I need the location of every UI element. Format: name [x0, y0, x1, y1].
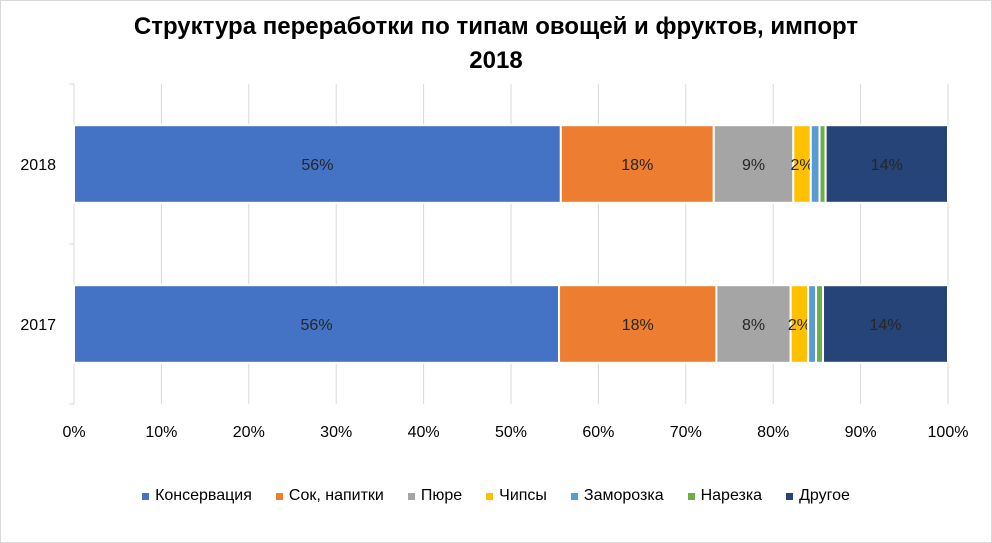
- bar-segment: [73, 284, 561, 364]
- data-label: 14%: [871, 157, 903, 174]
- data-label: 9%: [742, 157, 765, 174]
- data-label: 8%: [742, 317, 765, 334]
- chart-title-line-2: 2018: [469, 47, 523, 74]
- legend-label: Консервация: [155, 487, 252, 504]
- bar-segment: [824, 124, 950, 204]
- chart-title-line-1: Структура переработки по типам овощей и …: [133, 13, 859, 40]
- legend-label: Нарезка: [700, 487, 763, 504]
- data-label: 56%: [301, 157, 333, 174]
- bar-segment: [558, 284, 718, 364]
- data-label: 18%: [622, 317, 654, 334]
- legend-label: Сок, напитки: [288, 487, 384, 504]
- data-label: 56%: [301, 317, 333, 334]
- legend-label: Заморозка: [583, 487, 664, 504]
- bar-segment: [559, 124, 715, 204]
- bar-segment: [807, 284, 818, 364]
- legend-label: Пюре: [420, 487, 463, 504]
- legend: Консервация Сок, напитки Пюре Чипсы Заморозк…: [0, 486, 992, 506]
- x-tick-label: 0%: [62, 424, 85, 441]
- x-tick-label: 70%: [670, 424, 702, 441]
- data-label: 18%: [621, 157, 653, 174]
- x-tick-label: 50%: [495, 424, 527, 441]
- x-tick-label: 100%: [928, 424, 969, 441]
- bar-segment: [822, 284, 950, 364]
- legend-swatch: [275, 492, 283, 500]
- x-tick-label: 60%: [582, 424, 614, 441]
- x-tick-label: 90%: [845, 424, 877, 441]
- legend-label: Другое: [799, 487, 850, 504]
- legend-item: Нарезка: [687, 486, 763, 506]
- bar-segment: [809, 124, 821, 204]
- legend-swatch: [570, 492, 578, 500]
- stacked-bar-chart: 0% 10% 20% 30% 40% 50% 60% 70% 80% 90% 100% 2018 56%…: [20, 83, 969, 441]
- bar-segment: [815, 284, 825, 364]
- legend-swatch: [486, 492, 494, 500]
- legend-item: Пюре: [407, 486, 463, 506]
- legend-item: Другое: [786, 486, 850, 506]
- x-tick-label: 40%: [408, 424, 440, 441]
- data-label: 2%: [788, 317, 811, 334]
- x-tick-label: 20%: [233, 424, 265, 441]
- x-tick-label: 30%: [320, 424, 352, 441]
- x-tick-label: 10%: [145, 424, 177, 441]
- legend-swatch: [687, 492, 695, 500]
- x-tick-label: 80%: [757, 424, 789, 441]
- bar-segment: [73, 124, 562, 204]
- legend-swatch: [407, 492, 415, 500]
- chart-title: Структура переработки по типам овощей и …: [0, 10, 992, 78]
- legend-swatch: [786, 492, 794, 500]
- legend-item: Сок, напитки: [275, 486, 384, 506]
- category-label: 2018: [20, 157, 56, 174]
- legend-item: Чипсы: [486, 486, 547, 506]
- data-label: 2%: [790, 157, 813, 174]
- legend-label: Чипсы: [499, 487, 547, 504]
- data-label: 14%: [869, 317, 901, 334]
- legend-swatch: [142, 492, 150, 500]
- category-label: 2017: [20, 317, 56, 334]
- legend-item: Консервация: [142, 486, 252, 506]
- legend-item: Заморозка: [570, 486, 664, 506]
